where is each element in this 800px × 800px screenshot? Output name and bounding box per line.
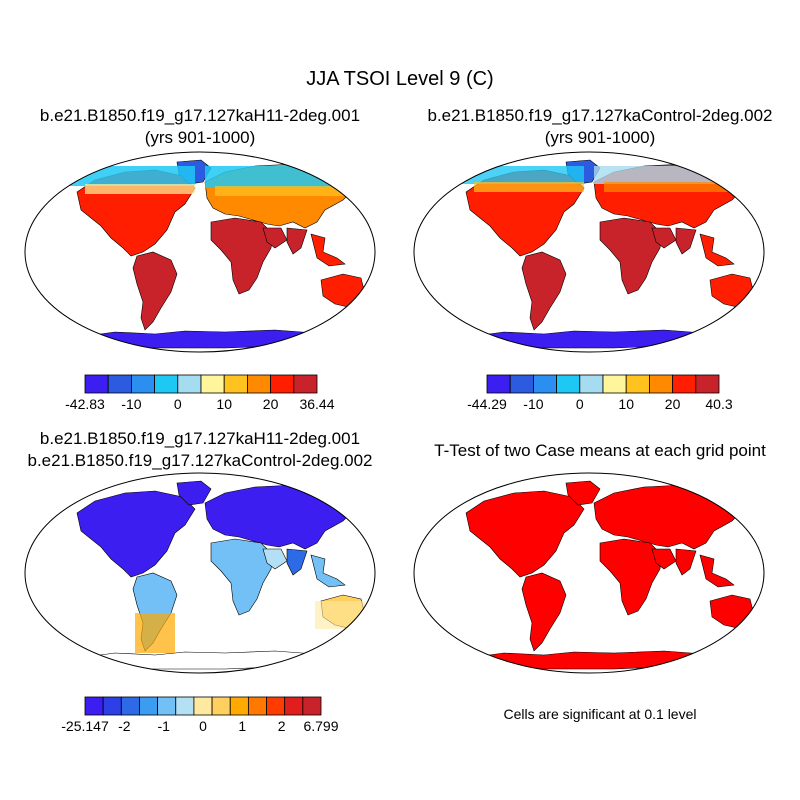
colorbar-swatch	[649, 374, 674, 394]
colorbar-swatch	[533, 374, 558, 394]
colorbar-tick-label: -10	[121, 396, 141, 412]
colorbar-tick-label: -25.147	[61, 718, 109, 734]
colorbar-swatch	[84, 696, 104, 716]
colorbar-swatch	[672, 374, 697, 394]
colorbar-tick-label: -44.29	[467, 396, 507, 412]
significance-note: Cells are significant at 0.1 level	[503, 706, 697, 722]
colorbar-swatch	[107, 374, 132, 394]
map-outline-difference	[24, 472, 376, 674]
map-outline-case	[24, 151, 376, 353]
colorbar-tick-label: -2	[118, 718, 131, 734]
colorbar-swatch	[200, 374, 225, 394]
colorbar-tick-label: 10	[618, 396, 634, 412]
colorbar-swatch	[695, 374, 720, 394]
colorbar-swatch	[302, 696, 322, 716]
panel-case-title-line2: (yrs 901-1000)	[144, 128, 256, 147]
map-outline-ttest	[413, 472, 765, 674]
colorbar-swatch	[223, 374, 248, 394]
colorbar-difference: -25.147 -2 -1 0 1 2 6.799	[61, 696, 339, 734]
panel-difference-title: b.e21.B1850.f19_g17.127kaH11-2deg.001 b.…	[0, 428, 400, 472]
colorbar-tick-label: -1	[157, 718, 170, 734]
map-panel-ttest	[413, 472, 765, 674]
colorbar-tick-label: 0	[576, 396, 584, 412]
map-panel-case	[24, 151, 376, 353]
colorbar-swatch	[270, 374, 295, 394]
map-panel-control	[413, 151, 765, 353]
colorbar-tick-label: 0	[199, 718, 207, 734]
colorbar-case: -42.83 -10 0 10 20 36.44	[65, 374, 335, 412]
colorbar-swatch	[139, 696, 159, 716]
panel-difference-title-line1: b.e21.B1850.f19_g17.127kaH11-2deg.001	[39, 429, 361, 448]
colorbar-swatch	[120, 696, 140, 716]
colorbar-swatch	[130, 374, 155, 394]
colorbar-swatch	[247, 696, 267, 716]
colorbar-swatch	[293, 374, 318, 394]
colorbar-tick-label: 1	[238, 718, 246, 734]
colorbar-swatch	[266, 696, 286, 716]
colorbar-swatch	[625, 374, 650, 394]
colorbar-swatch	[154, 374, 179, 394]
figure-title: JJA TSOI Level 9 (C)	[306, 68, 494, 90]
colorbar-tick-label: 40.3	[705, 396, 732, 412]
colorbar-control: -44.29 -10 0 10 20 40.3	[467, 374, 733, 412]
colorbar-swatch	[193, 696, 213, 716]
colorbar-swatch	[246, 374, 271, 394]
panel-control-title-line1: b.e21.B1850.f19_g17.127kaControl-2deg.00…	[427, 106, 773, 125]
panel-control-title-line2: (yrs 901-1000)	[544, 128, 656, 147]
colorbar-swatch	[579, 374, 604, 394]
colorbar-swatch	[556, 374, 581, 394]
panel-ttest-title: T-Test of two Case means at each grid po…	[434, 441, 766, 460]
colorbar-swatch	[157, 696, 177, 716]
colorbar-tick-label: -42.83	[65, 396, 105, 412]
colorbar-swatch	[102, 696, 122, 716]
colorbar-swatch	[229, 696, 249, 716]
colorbar-tick-label: 2	[278, 718, 286, 734]
colorbar-tick-label: 36.44	[299, 396, 334, 412]
map-outline-control	[413, 151, 765, 353]
map-panel-difference	[24, 472, 376, 674]
colorbar-tick-label: -10	[523, 396, 543, 412]
panel-difference-title-line2: b.e21.B1850.f19_g17.127kaControl-2deg.00…	[27, 451, 373, 470]
colorbar-swatch	[602, 374, 627, 394]
colorbar-swatch	[177, 374, 202, 394]
colorbar-tick-label: 20	[665, 396, 681, 412]
colorbar-tick-label: 10	[216, 396, 232, 412]
panel-case-title: b.e21.B1850.f19_g17.127kaH11-2deg.001 (y…	[0, 105, 400, 149]
colorbar-swatch	[509, 374, 534, 394]
colorbar-swatch	[175, 696, 195, 716]
panel-case-title-line1: b.e21.B1850.f19_g17.127kaH11-2deg.001	[39, 106, 361, 125]
colorbar-tick-label: 6.799	[303, 718, 338, 734]
panel-control-title: b.e21.B1850.f19_g17.127kaControl-2deg.00…	[400, 105, 800, 149]
colorbar-tick-label: 0	[174, 396, 182, 412]
colorbar-swatch	[84, 374, 109, 394]
colorbar-swatch	[486, 374, 511, 394]
colorbar-swatch	[211, 696, 231, 716]
colorbar-swatch	[284, 696, 304, 716]
colorbar-tick-label: 20	[263, 396, 279, 412]
